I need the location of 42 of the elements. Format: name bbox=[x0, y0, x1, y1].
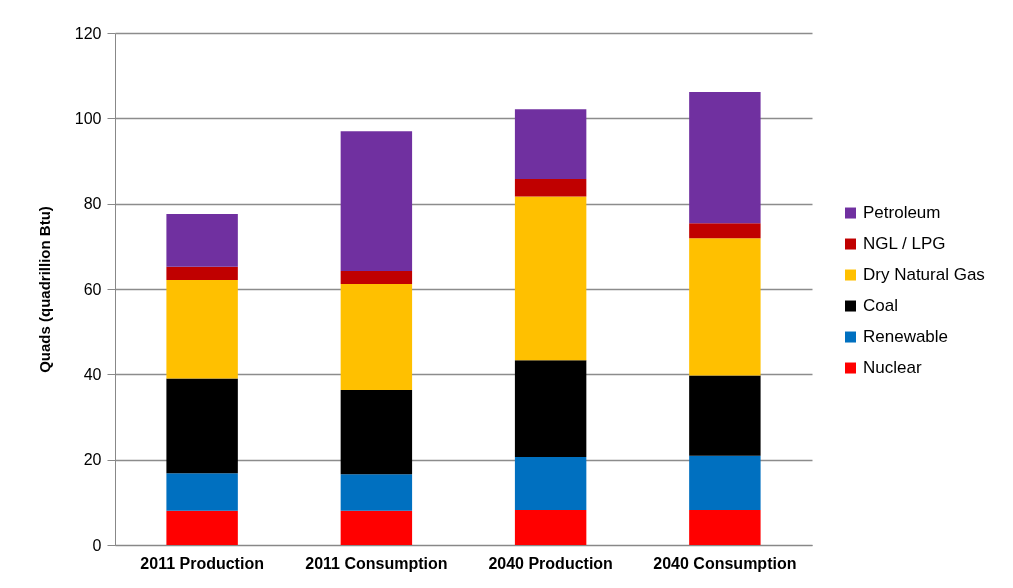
bar bbox=[689, 510, 761, 545]
bar bbox=[166, 510, 238, 545]
bar bbox=[689, 375, 761, 456]
y-tick-label: 60 bbox=[83, 280, 102, 298]
y-tick-label: 0 bbox=[92, 536, 102, 554]
x-tick-label: 2011 Consumption bbox=[305, 554, 448, 572]
bar bbox=[514, 109, 587, 179]
x-tick-label: 2040 Production bbox=[488, 554, 613, 572]
legend-label: NGL / LPG bbox=[863, 234, 946, 254]
y-tick-label: 20 bbox=[83, 451, 102, 469]
bar bbox=[166, 473, 238, 511]
bar bbox=[340, 131, 413, 272]
bar bbox=[514, 196, 587, 361]
legend-label: Coal bbox=[863, 296, 898, 316]
bar bbox=[689, 238, 761, 376]
y-axis-title: Quads (quadrillion Btu) bbox=[35, 206, 53, 373]
bar bbox=[340, 510, 413, 545]
bar bbox=[689, 455, 761, 511]
legend-label: Petroleum bbox=[863, 203, 941, 223]
bar bbox=[340, 390, 413, 475]
bar bbox=[340, 283, 413, 391]
bar bbox=[166, 378, 238, 474]
legend-label: Renewable bbox=[863, 327, 949, 347]
bar bbox=[514, 360, 587, 458]
x-tick-label: 2040 Consumption bbox=[653, 554, 797, 572]
y-tick-label: 100 bbox=[74, 109, 102, 127]
y-tick-label: 80 bbox=[83, 195, 102, 213]
bar bbox=[514, 178, 587, 197]
bar bbox=[166, 280, 238, 379]
bar bbox=[514, 510, 587, 545]
y-tick-label: 120 bbox=[74, 24, 102, 42]
bar bbox=[340, 474, 413, 511]
bar bbox=[166, 266, 238, 281]
legend-label: Nuclear bbox=[863, 358, 922, 378]
y-tick-label: 40 bbox=[83, 365, 102, 383]
bar bbox=[689, 223, 761, 239]
bar bbox=[689, 91, 761, 224]
bar bbox=[514, 457, 587, 511]
bar bbox=[166, 213, 238, 267]
bar bbox=[340, 271, 413, 284]
legend-label: Dry Natural Gas bbox=[863, 265, 985, 285]
x-tick-label: 2011 Production bbox=[140, 554, 264, 572]
